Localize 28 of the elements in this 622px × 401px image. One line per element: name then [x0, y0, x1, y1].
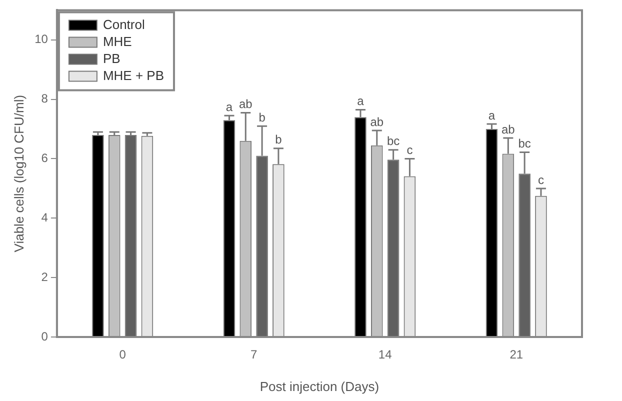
data-label: b	[275, 132, 282, 147]
data-label: c	[538, 172, 544, 187]
data-label: a	[357, 94, 364, 108]
data-label: a	[226, 100, 233, 114]
legend-label: Control	[102, 16, 145, 32]
legend-label: MHE + PB	[102, 68, 164, 83]
y-axis-title: Viable cells (log10 CFU/ml)	[11, 94, 26, 252]
data-label: c	[406, 143, 413, 158]
data-label: b	[258, 110, 266, 124]
data-label: a	[488, 108, 496, 122]
y-tick-label: 2	[41, 270, 48, 284]
y-tick-label: 0	[41, 329, 48, 344]
legend-label: PB	[102, 50, 120, 66]
data-label: ab	[370, 114, 384, 129]
legend-label: MHE	[102, 34, 132, 49]
y-tick-label: 6	[41, 151, 48, 166]
x-axis-title: Post injection (Days)	[260, 378, 380, 394]
data-label: bc	[386, 134, 400, 148]
y-tick-label: 10	[34, 32, 48, 46]
data-label: ab	[501, 122, 516, 136]
x-tick-label: 0	[119, 348, 126, 362]
y-tick-label: 4	[41, 210, 48, 224]
x-tick-label: 21	[510, 348, 524, 362]
data-label: ab	[238, 97, 253, 112]
y-tick-label: 8	[41, 92, 48, 106]
x-tick-label: 7	[250, 348, 258, 362]
data-label: bc	[518, 136, 531, 151]
x-tick-label: 14	[378, 348, 392, 362]
